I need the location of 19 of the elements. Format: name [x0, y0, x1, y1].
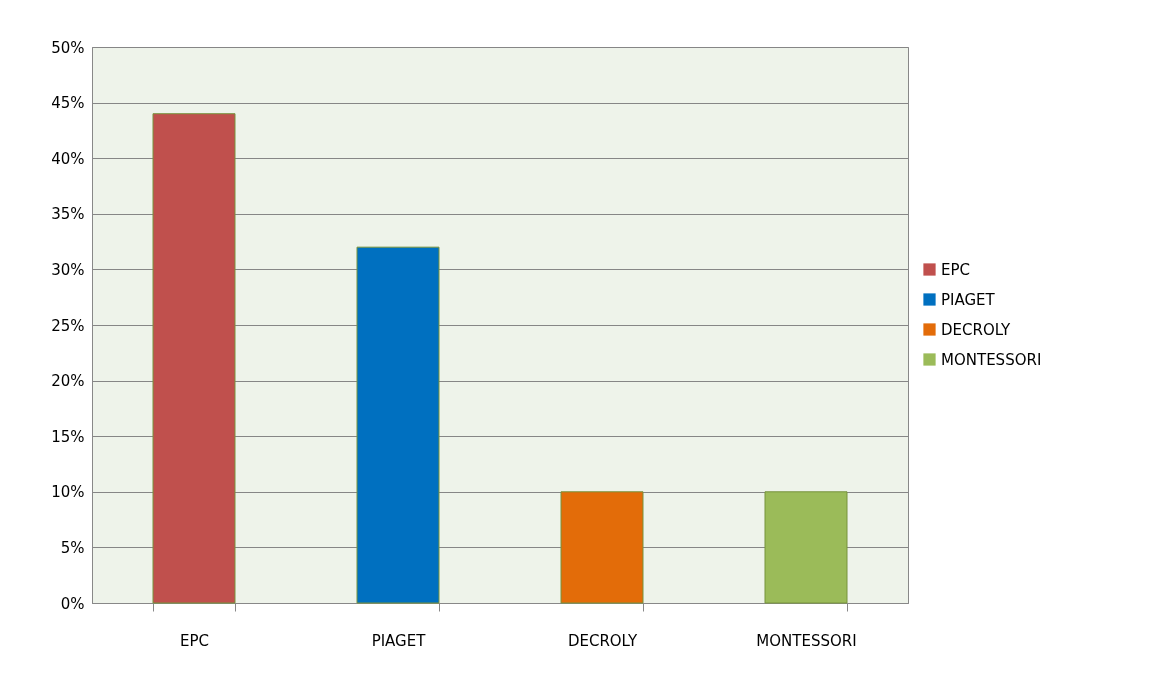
- y-tick-label: 30%: [51, 260, 85, 279]
- legend-label: PIAGET: [941, 290, 996, 309]
- y-tick-label: 40%: [51, 149, 85, 168]
- x-tick-label: EPC: [180, 631, 209, 650]
- y-tick-label: 35%: [51, 205, 85, 224]
- y-tick-label: 5%: [60, 538, 85, 557]
- x-tick-label: DECROLY: [567, 631, 638, 650]
- x-tick-label: MONTESSORI: [756, 631, 857, 650]
- x-tick-label: PIAGET: [371, 631, 427, 650]
- y-tick-label: 25%: [51, 316, 85, 335]
- y-tick-label: 50%: [51, 38, 85, 57]
- y-tick-label: 45%: [51, 94, 85, 113]
- y-tick-label: 20%: [51, 372, 85, 391]
- legend-label: EPC: [941, 260, 970, 279]
- y-tick-label: 0%: [60, 594, 85, 613]
- y-tick-label: 10%: [51, 483, 85, 502]
- y-tick-label: 15%: [51, 427, 85, 446]
- legend-label: MONTESSORI: [941, 350, 1042, 369]
- legend-label: DECROLY: [941, 320, 1012, 339]
